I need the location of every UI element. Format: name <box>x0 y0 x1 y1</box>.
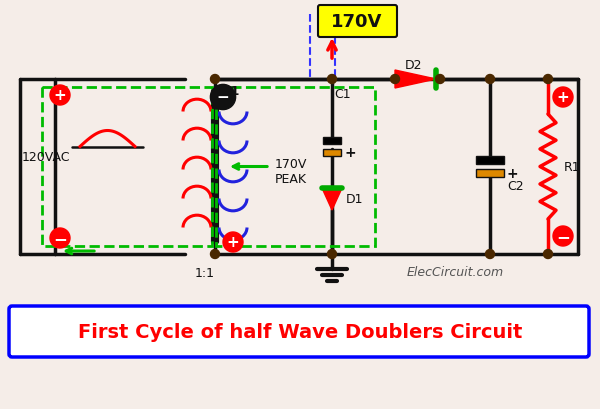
Circle shape <box>485 75 494 84</box>
Text: −: − <box>215 89 230 107</box>
Text: −: − <box>556 227 570 245</box>
Text: R1: R1 <box>564 161 581 173</box>
Text: −: − <box>217 90 229 105</box>
Text: +: + <box>227 235 239 250</box>
Circle shape <box>211 250 220 259</box>
Circle shape <box>50 86 70 106</box>
Bar <box>476 157 504 164</box>
Polygon shape <box>322 189 342 211</box>
Circle shape <box>223 232 243 252</box>
Text: 170V: 170V <box>331 13 383 31</box>
FancyBboxPatch shape <box>9 306 589 357</box>
Text: First Cycle of half Wave Doublers Circuit: First Cycle of half Wave Doublers Circui… <box>78 322 522 341</box>
Text: +: + <box>344 146 356 160</box>
Circle shape <box>50 229 70 248</box>
Circle shape <box>553 88 573 108</box>
Circle shape <box>544 250 553 259</box>
FancyBboxPatch shape <box>318 6 397 38</box>
Text: D1: D1 <box>346 193 364 206</box>
Text: +: + <box>53 88 67 103</box>
Circle shape <box>391 75 400 84</box>
Text: 120VAC: 120VAC <box>22 151 71 164</box>
Text: 170V
PEAK: 170V PEAK <box>275 158 307 186</box>
Bar <box>216 88 375 246</box>
Circle shape <box>328 250 337 259</box>
Circle shape <box>544 75 553 84</box>
Bar <box>42 88 212 246</box>
Circle shape <box>328 75 337 84</box>
Text: +: + <box>507 166 518 180</box>
Text: C2: C2 <box>507 179 524 192</box>
Text: D2: D2 <box>405 59 422 72</box>
Text: −: − <box>53 229 67 247</box>
Text: C1: C1 <box>334 88 350 101</box>
Bar <box>323 150 341 157</box>
Text: 1:1: 1:1 <box>195 266 215 279</box>
Text: T1: T1 <box>223 85 241 98</box>
Text: +: + <box>557 90 569 105</box>
Circle shape <box>485 250 494 259</box>
Circle shape <box>436 75 445 84</box>
Bar <box>323 138 341 145</box>
Bar <box>476 170 504 178</box>
Polygon shape <box>395 71 436 89</box>
Text: ElecCircuit.com: ElecCircuit.com <box>406 266 503 279</box>
Circle shape <box>553 227 573 246</box>
Circle shape <box>211 75 220 84</box>
